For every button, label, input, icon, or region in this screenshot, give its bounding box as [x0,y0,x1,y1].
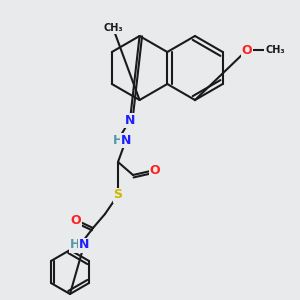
Text: O: O [71,214,81,226]
Text: S: S [113,188,122,202]
Text: O: O [242,44,252,56]
Text: N: N [79,238,89,251]
Text: N: N [125,113,135,127]
Text: N: N [121,134,131,146]
Text: H: H [113,134,123,146]
Text: H: H [70,238,80,251]
Text: CH₃: CH₃ [103,23,123,33]
Text: CH₃: CH₃ [265,45,285,55]
Text: O: O [150,164,160,176]
